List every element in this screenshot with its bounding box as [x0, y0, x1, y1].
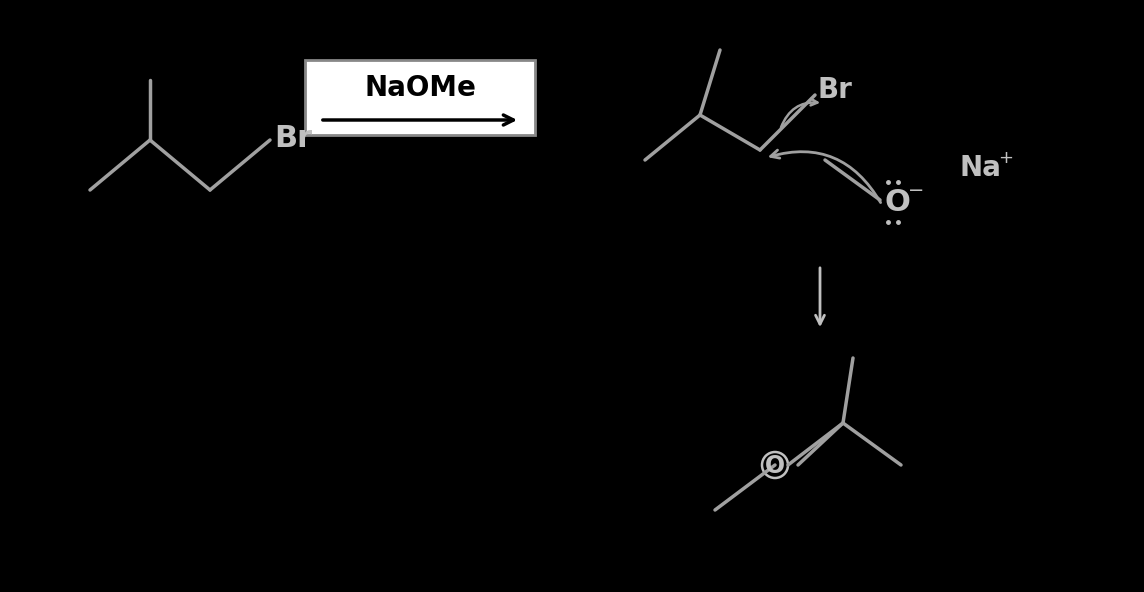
Text: O: O: [765, 454, 785, 478]
FancyArrowPatch shape: [771, 150, 881, 202]
Text: Na: Na: [960, 154, 1002, 182]
Text: Br: Br: [275, 124, 312, 153]
Text: −: −: [908, 181, 924, 200]
Text: NaOMe: NaOMe: [364, 74, 476, 102]
FancyArrowPatch shape: [781, 99, 818, 127]
Text: O: O: [885, 188, 911, 217]
FancyBboxPatch shape: [305, 60, 535, 135]
Text: +: +: [998, 149, 1012, 167]
Text: Br: Br: [818, 76, 853, 104]
